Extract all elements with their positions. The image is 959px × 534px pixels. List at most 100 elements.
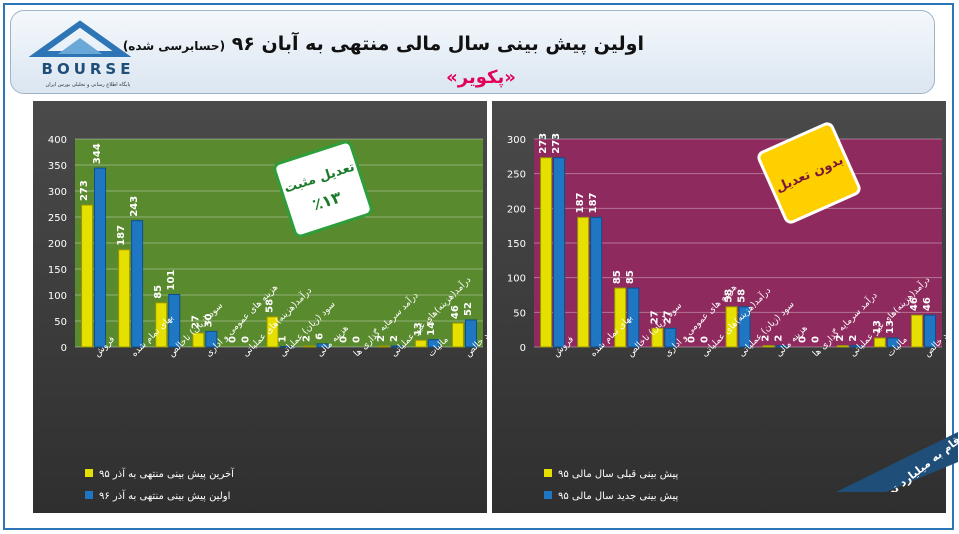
bar (627, 287, 640, 348)
data-label: 27 (190, 315, 201, 329)
bar (553, 157, 566, 348)
bar (590, 216, 603, 348)
title-main: اولین پیش بینی سال مالی منتهی به آبان ۹۶ (231, 33, 644, 55)
bar (192, 332, 205, 348)
data-label: 0 (352, 336, 363, 343)
data-label: 2 (389, 335, 400, 342)
y-tick-label: 350 (48, 161, 67, 172)
data-label: 101 (166, 270, 177, 291)
title-note: (حسابرسی شده) (122, 39, 226, 53)
data-label: 58 (737, 289, 748, 303)
header-banner: اولین پیش بینی سال مالی منتهی به آبان ۹۶… (10, 10, 935, 94)
data-label: 273 (538, 133, 549, 154)
bar (614, 287, 627, 348)
data-label: 273 (79, 180, 90, 201)
data-label: 2 (835, 335, 846, 342)
data-label: 0 (227, 336, 238, 343)
bar (377, 345, 390, 348)
bar (540, 157, 553, 348)
page-title: اولین پیش بینی سال مالی منتهی به آبان ۹۶… (123, 33, 644, 55)
data-label: 6 (315, 333, 326, 340)
data-label: 2 (302, 335, 313, 342)
data-label: 14 (426, 322, 437, 336)
y-tick-label: 100 (507, 274, 526, 285)
bar (577, 216, 590, 348)
bar (155, 302, 168, 348)
bar (775, 345, 788, 348)
company-name: «پکویر» (446, 67, 516, 88)
bar (451, 322, 464, 348)
data-label: 13 (413, 322, 424, 336)
bar (849, 345, 862, 348)
chart-panel-right: 0 50 100 150 200 250 300 273 187 85 27 0 58 2 0 2 13 46 27… (492, 101, 946, 513)
data-label: 0 (339, 336, 350, 343)
data-label: 0 (798, 336, 809, 343)
bar (464, 319, 477, 348)
legend-label: آخرین پیش بینی منتهی به آذر ۹۵ (99, 467, 235, 480)
data-label: 2 (848, 335, 859, 342)
bar (664, 327, 677, 348)
chart-panel-left: 0 50 100 150 200 250 300 350 400 273 187 85 27 0 58 2 0 2… (33, 101, 487, 513)
y-tick-label: 200 (507, 204, 526, 215)
legend-label: پیش بینی جدید سال مالی ۹۵ (558, 491, 679, 502)
stamp-band (836, 432, 958, 492)
data-label: 0 (811, 336, 822, 343)
y-tick-label: 200 (48, 239, 67, 250)
bar (205, 330, 218, 348)
bar (118, 249, 131, 348)
y-tick-label: 250 (48, 213, 67, 224)
bar (873, 337, 886, 348)
legend-swatch (85, 491, 93, 499)
data-label: 187 (588, 192, 599, 213)
data-label: 27 (649, 310, 660, 324)
data-label: 0 (240, 336, 251, 343)
data-label: 13 (885, 320, 896, 334)
bourse-logo: BOURSE پایگاه اطلاع رسانی و تحلیلی بورس … (28, 20, 132, 88)
data-label: 243 (129, 196, 140, 217)
bar (886, 337, 899, 348)
logo-caption: پایگاه اطلاع رسانی و تحلیلی بورس ایران (46, 81, 131, 88)
data-label: 85 (153, 285, 164, 299)
data-label: 1 (278, 335, 289, 342)
data-label: 58 (265, 299, 276, 313)
callout: تعدیل مثبت٪۱۳ (273, 140, 373, 238)
bar (303, 345, 316, 348)
data-label: 46 (922, 297, 933, 311)
bar (725, 306, 738, 348)
y-tick-label: 100 (48, 291, 67, 302)
data-label: 46 (909, 297, 920, 311)
bar (94, 167, 107, 348)
callout-box (273, 140, 373, 238)
data-label: 27 (662, 310, 673, 324)
bar (316, 343, 329, 348)
bar (651, 327, 664, 348)
y-tick-label: 0 (61, 343, 67, 354)
y-tick-label: 400 (48, 135, 67, 146)
data-label: 52 (463, 302, 474, 316)
data-label: 2 (774, 335, 785, 342)
bar (390, 345, 403, 348)
y-tick-label: 50 (513, 308, 526, 319)
legend-label: اولین پیش بینی منتهی به آذر ۹۶ (99, 489, 230, 502)
data-label: 2 (376, 335, 387, 342)
bar (279, 345, 292, 348)
bar (762, 345, 775, 348)
y-tick-label: 250 (507, 170, 526, 181)
data-label: 85 (625, 270, 636, 284)
y-tick-label: 50 (54, 317, 67, 328)
legend-swatch (85, 469, 93, 477)
data-label: 30 (203, 313, 214, 327)
bar (414, 339, 427, 348)
y-tick-label: 0 (520, 343, 526, 354)
bar (836, 345, 849, 348)
bar (131, 220, 144, 348)
units-stamp: ارقام به میلیارد تومان (836, 432, 958, 492)
legend-swatch (544, 469, 552, 477)
bar (168, 293, 181, 348)
y-tick-label: 300 (507, 135, 526, 146)
data-label: 0 (686, 336, 697, 343)
y-tick-label: 150 (48, 265, 67, 276)
bar (910, 314, 923, 348)
